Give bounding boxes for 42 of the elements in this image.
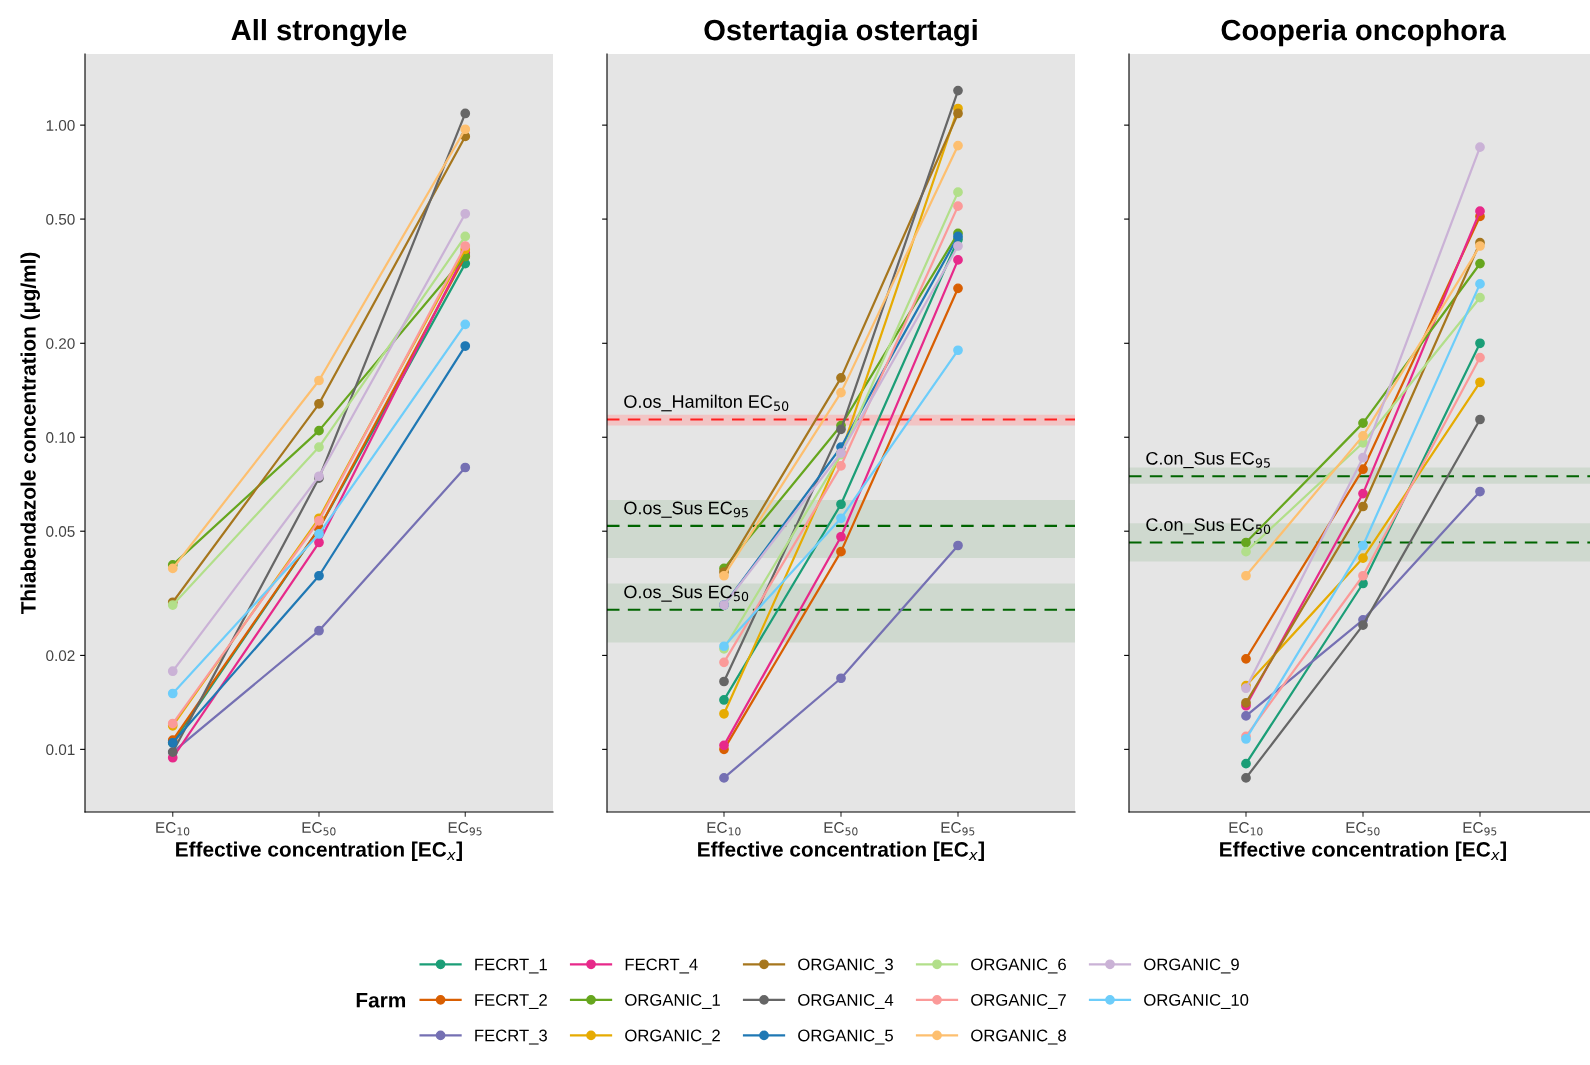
chart-title: Ostertagia ostertagi <box>704 18 977 47</box>
ref-line-label: C.on_Sus EC$_{95}$ <box>1146 451 1270 469</box>
legend-label: ORGANIC_5 <box>798 1029 893 1045</box>
ref-line-label: O.os_Sus EC$_{95}$ <box>624 501 748 518</box>
legend-label: ORGANIC_7 <box>971 994 1066 1009</box>
legend-label: ORGANIC_4 <box>798 994 894 1009</box>
x-tick-label: EC$_{50}$ <box>302 822 336 836</box>
legend-label: ORGANIC_6 <box>971 958 1066 974</box>
ref-line-label: O.os_Hamilton EC$_{50}$ <box>624 394 789 412</box>
x-tick-label: EC$_{95}$ <box>1463 822 1497 836</box>
y-tick-label: 0.05 <box>46 526 75 537</box>
y-tick-label: 0.02 <box>46 650 75 662</box>
x-tick-label: EC$_{10}$ <box>156 822 190 836</box>
x-axis-title: Effective concentration [EC$_{x}$] <box>176 841 462 861</box>
y-axis-title: Thiabendazole concentration (µg/ml) <box>20 252 40 615</box>
x-tick-label: EC$_{50}$ <box>824 822 858 836</box>
y-tick-label: 0.01 <box>46 744 75 756</box>
legend-label: FECRT_4 <box>625 958 698 974</box>
x-axis-title: Effective concentration [EC$_{x}$] <box>1220 841 1506 861</box>
y-tick-label: 1.00 <box>46 120 75 131</box>
y-tick-label: 0.10 <box>46 432 75 443</box>
legend-label: ORGANIC_2 <box>625 1029 720 1045</box>
x-tick-label: EC$_{10}$ <box>1229 822 1263 836</box>
x-tick-label: EC$_{10}$ <box>707 822 741 836</box>
x-axis-title: Effective concentration [EC$_{x}$] <box>698 841 984 861</box>
legend-label: ORGANIC_9 <box>1144 958 1239 974</box>
chart-title: All strongyle <box>231 18 407 47</box>
legend-label: ORGANIC_10 <box>1144 994 1249 1009</box>
x-tick-label: EC$_{95}$ <box>941 822 975 836</box>
x-tick-label: EC$_{50}$ <box>1346 822 1380 836</box>
y-tick-label: 0.20 <box>46 338 75 349</box>
y-tick-label: 0.50 <box>46 213 75 225</box>
chart-title: Cooperia oncophora <box>1221 18 1506 47</box>
legend-label: ORGANIC_3 <box>798 958 893 974</box>
legend-label: FECRT_3 <box>475 1029 547 1045</box>
legend-label: ORGANIC_1 <box>625 994 720 1009</box>
legend-label: ORGANIC_8 <box>971 1029 1066 1045</box>
ref-line-label: O.os_Sus EC$_{50}$ <box>624 585 749 602</box>
legend-label: FECRT_1 <box>475 958 547 974</box>
legend-title: Farm <box>356 993 406 1008</box>
legend-label: FECRT_2 <box>475 994 547 1009</box>
x-tick-label: EC$_{95}$ <box>448 822 482 836</box>
